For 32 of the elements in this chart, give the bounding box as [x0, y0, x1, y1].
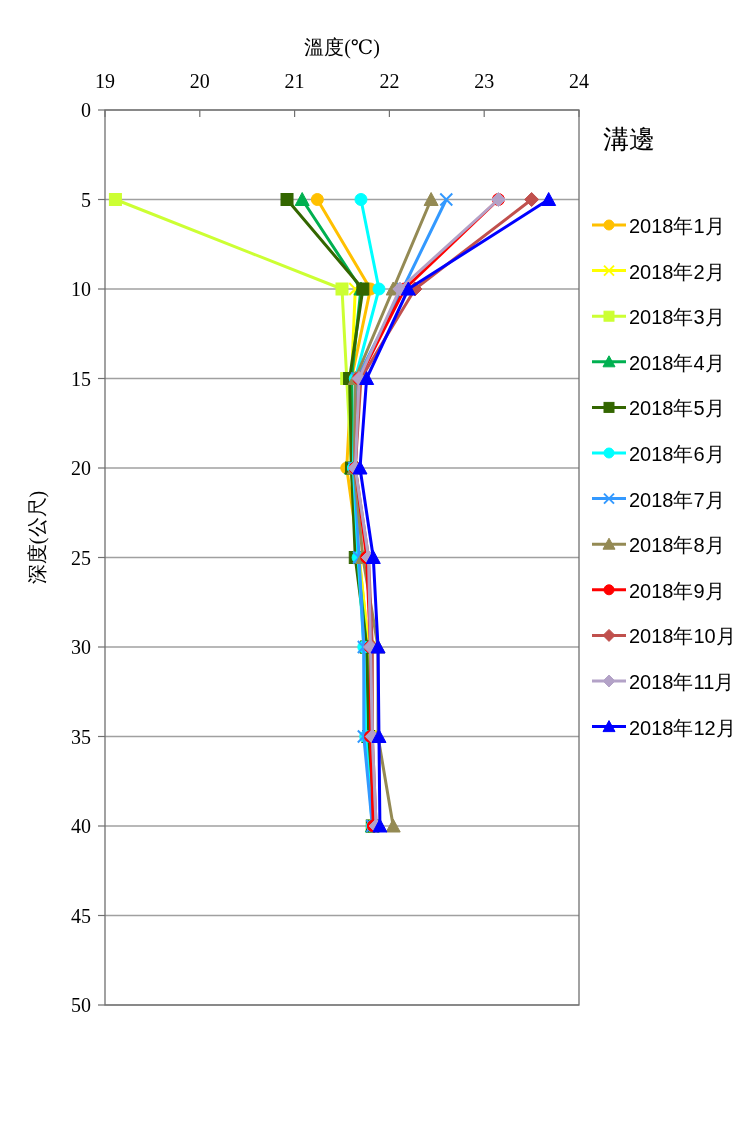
y-tick-label: 15	[71, 367, 91, 390]
legend-label: 2018年9月	[629, 579, 725, 602]
y-tick-label: 45	[71, 904, 91, 927]
y-tick-label: 25	[71, 546, 91, 569]
legend-label: 2018年6月	[629, 443, 725, 465]
x-tick-label: 19	[95, 70, 115, 92]
y-tick-label: 40	[71, 815, 91, 837]
legend-label: 2018年10月	[629, 625, 736, 648]
legend-label: 2018年1月	[629, 215, 725, 237]
y-tick-label: 20	[71, 457, 91, 479]
legend-label: 2018年11月	[629, 671, 735, 693]
y-tick-label: 35	[71, 725, 91, 748]
x-tick-label: 22	[379, 70, 400, 92]
text: 溝邊	[603, 125, 655, 154]
x-tick-label: 20	[189, 70, 210, 92]
x-tick-label: 24	[569, 70, 589, 92]
y-tick-label: 50	[71, 994, 91, 1016]
x-tick-label: 21	[284, 70, 305, 92]
y-axis-title: 深度(公尺)	[26, 490, 49, 585]
legend-label: 2018年2月	[629, 260, 725, 283]
legend-label: 2018年4月	[629, 351, 725, 374]
x-axis-title: 溫度(℃)	[304, 36, 380, 59]
y-tick-label: 30	[71, 636, 91, 658]
legend-label: 2018年8月	[629, 534, 725, 557]
legend-label: 2018年12月	[629, 716, 736, 739]
x-tick-label: 23	[474, 70, 495, 92]
y-tick-label: 0	[81, 99, 91, 121]
y-tick-label: 5	[81, 188, 91, 211]
legend-label: 2018年3月	[629, 306, 725, 329]
y-tick-label: 10	[71, 278, 91, 300]
legend-label: 2018年7月	[629, 488, 725, 511]
legend-label: 2018年5月	[629, 397, 725, 420]
